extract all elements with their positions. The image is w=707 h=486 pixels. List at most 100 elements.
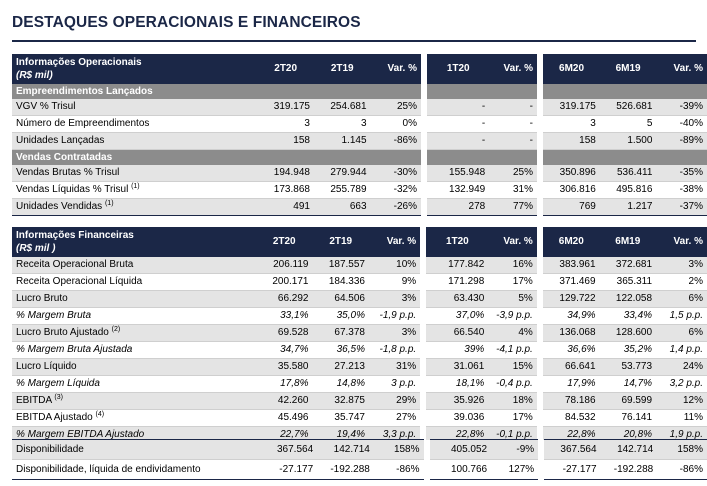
footnote-marker: (1)	[131, 183, 140, 190]
table-row: % Margem Bruta 33,1% 35,0% -1,9 p.p. 37,0% -3…	[12, 307, 707, 325]
value-cell: 1.217	[599, 198, 657, 216]
value-cell: -38%	[656, 181, 707, 199]
value-cell: 17,8%	[255, 375, 313, 393]
value-cell: 25%	[370, 99, 421, 116]
subsection-title: Empreendimentos Lançados	[12, 84, 258, 99]
value-cell: 67.378	[312, 324, 369, 342]
footnote-marker: (4)	[95, 411, 105, 418]
column-gap	[537, 198, 544, 216]
subsection-fill	[370, 84, 421, 99]
row-label: Número de Empreendimentos	[12, 115, 258, 133]
column-gap	[537, 149, 544, 165]
value-cell: 1.145	[313, 132, 371, 150]
row-label: Receita Operacional Bruta	[12, 257, 256, 274]
value-cell: 136.068	[543, 324, 600, 342]
column-gap	[420, 273, 427, 291]
value-cell: 206.119	[255, 257, 313, 274]
value-cell: -	[489, 115, 537, 133]
subsection-fill	[370, 149, 421, 165]
column-gap	[421, 84, 428, 99]
row-label: % Margem Líquida	[12, 375, 256, 393]
value-cell: 14,7%	[599, 375, 657, 393]
column-gap	[423, 459, 430, 480]
value-cell: 1,5 p.p.	[656, 307, 707, 325]
value-cell: 63.430	[426, 290, 489, 308]
value-cell: -0,4 p.p.	[488, 375, 537, 393]
operational-table: Informações Operacionais (R$ mil) 2T20 2T19…	[12, 54, 707, 216]
table-row: Disponibilidade 367.564 142.714 158% 405.052…	[12, 439, 707, 460]
value-cell: 171.298	[426, 273, 489, 291]
subsection-fill	[656, 149, 707, 165]
value-cell: -86%	[370, 132, 421, 150]
column-gap	[420, 227, 427, 257]
column-gap	[420, 257, 427, 274]
column-gap	[537, 115, 544, 133]
value-cell: 5	[599, 115, 657, 133]
value-cell: -26%	[370, 198, 421, 216]
value-cell: 769	[543, 198, 600, 216]
value-cell: 367.564	[260, 439, 318, 460]
column-header: 2T20	[257, 54, 314, 84]
value-cell: 36,6%	[543, 341, 600, 359]
footnote-marker: (2)	[111, 326, 121, 333]
value-cell: 35.926	[426, 392, 489, 410]
subsection-fill	[313, 84, 371, 99]
row-label: Vendas Brutas % Trisul	[12, 165, 258, 182]
column-gap	[537, 181, 544, 199]
row-label-text: % Margem Líquida	[16, 378, 100, 389]
value-cell: 17%	[488, 409, 537, 427]
column-gap	[537, 132, 544, 150]
column-header: Var. %	[489, 54, 537, 84]
value-cell: 32.875	[312, 392, 369, 410]
row-label: Vendas Líquidas % Trisul (1)	[12, 181, 258, 199]
value-cell: 383.961	[543, 257, 600, 274]
value-cell: 132.949	[427, 181, 490, 199]
cash-table: Disponibilidade 367.564 142.714 158% 405.052…	[12, 439, 707, 480]
value-cell: -86%	[373, 459, 424, 480]
column-gap	[421, 132, 428, 150]
table-row: Unidades Lançadas 158 1.145 -86% - -158 1.500-…	[12, 132, 707, 150]
section-header-unit: (R$ mil)	[16, 70, 53, 81]
subsection-fill	[543, 149, 600, 165]
value-cell: 663	[313, 198, 371, 216]
row-label: Disponibilidade, líquida de endividament…	[12, 459, 261, 480]
value-cell: 18%	[488, 392, 537, 410]
column-header: Var. %	[488, 227, 537, 257]
value-cell: 1.500	[599, 132, 657, 150]
table-row: Lucro Líquido 35.580 27.213 31% 31.061 15% 66.…	[12, 358, 707, 376]
column-gap	[420, 375, 427, 393]
column-gap	[538, 439, 545, 460]
column-gap	[536, 341, 544, 359]
value-cell: 33,1%	[255, 307, 313, 325]
value-cell: 18,1%	[426, 375, 489, 393]
column-gap	[536, 392, 544, 410]
value-cell: 84.532	[543, 409, 600, 427]
value-cell: 371.469	[543, 273, 600, 291]
value-cell: 66.292	[255, 290, 313, 308]
value-cell: 194.948	[257, 165, 314, 182]
subsection-fill	[489, 84, 537, 99]
column-gap	[537, 84, 544, 99]
value-cell: 350.896	[543, 165, 600, 182]
column-gap	[421, 149, 428, 165]
value-cell: 5%	[488, 290, 537, 308]
column-gap	[536, 290, 544, 308]
column-gap	[421, 99, 428, 116]
value-cell: 3	[543, 115, 600, 133]
column-header: Var. %	[656, 54, 707, 84]
column-header: 1T20	[426, 227, 489, 257]
row-label-text: Disponibilidade	[16, 444, 84, 455]
column-header: 2T19	[313, 54, 371, 84]
column-gap	[537, 54, 544, 84]
row-label-text: Número de Empreendimentos	[16, 118, 150, 129]
value-cell: 372.681	[599, 257, 657, 274]
column-gap	[421, 198, 428, 216]
column-gap	[420, 392, 427, 410]
subsection-fill	[257, 84, 314, 99]
subsection-fill	[427, 84, 490, 99]
value-cell: 128.600	[599, 324, 657, 342]
value-cell: 66.540	[426, 324, 489, 342]
value-cell: 2%	[656, 273, 707, 291]
column-header: Var. %	[368, 227, 421, 257]
column-header: Var. %	[656, 227, 707, 257]
